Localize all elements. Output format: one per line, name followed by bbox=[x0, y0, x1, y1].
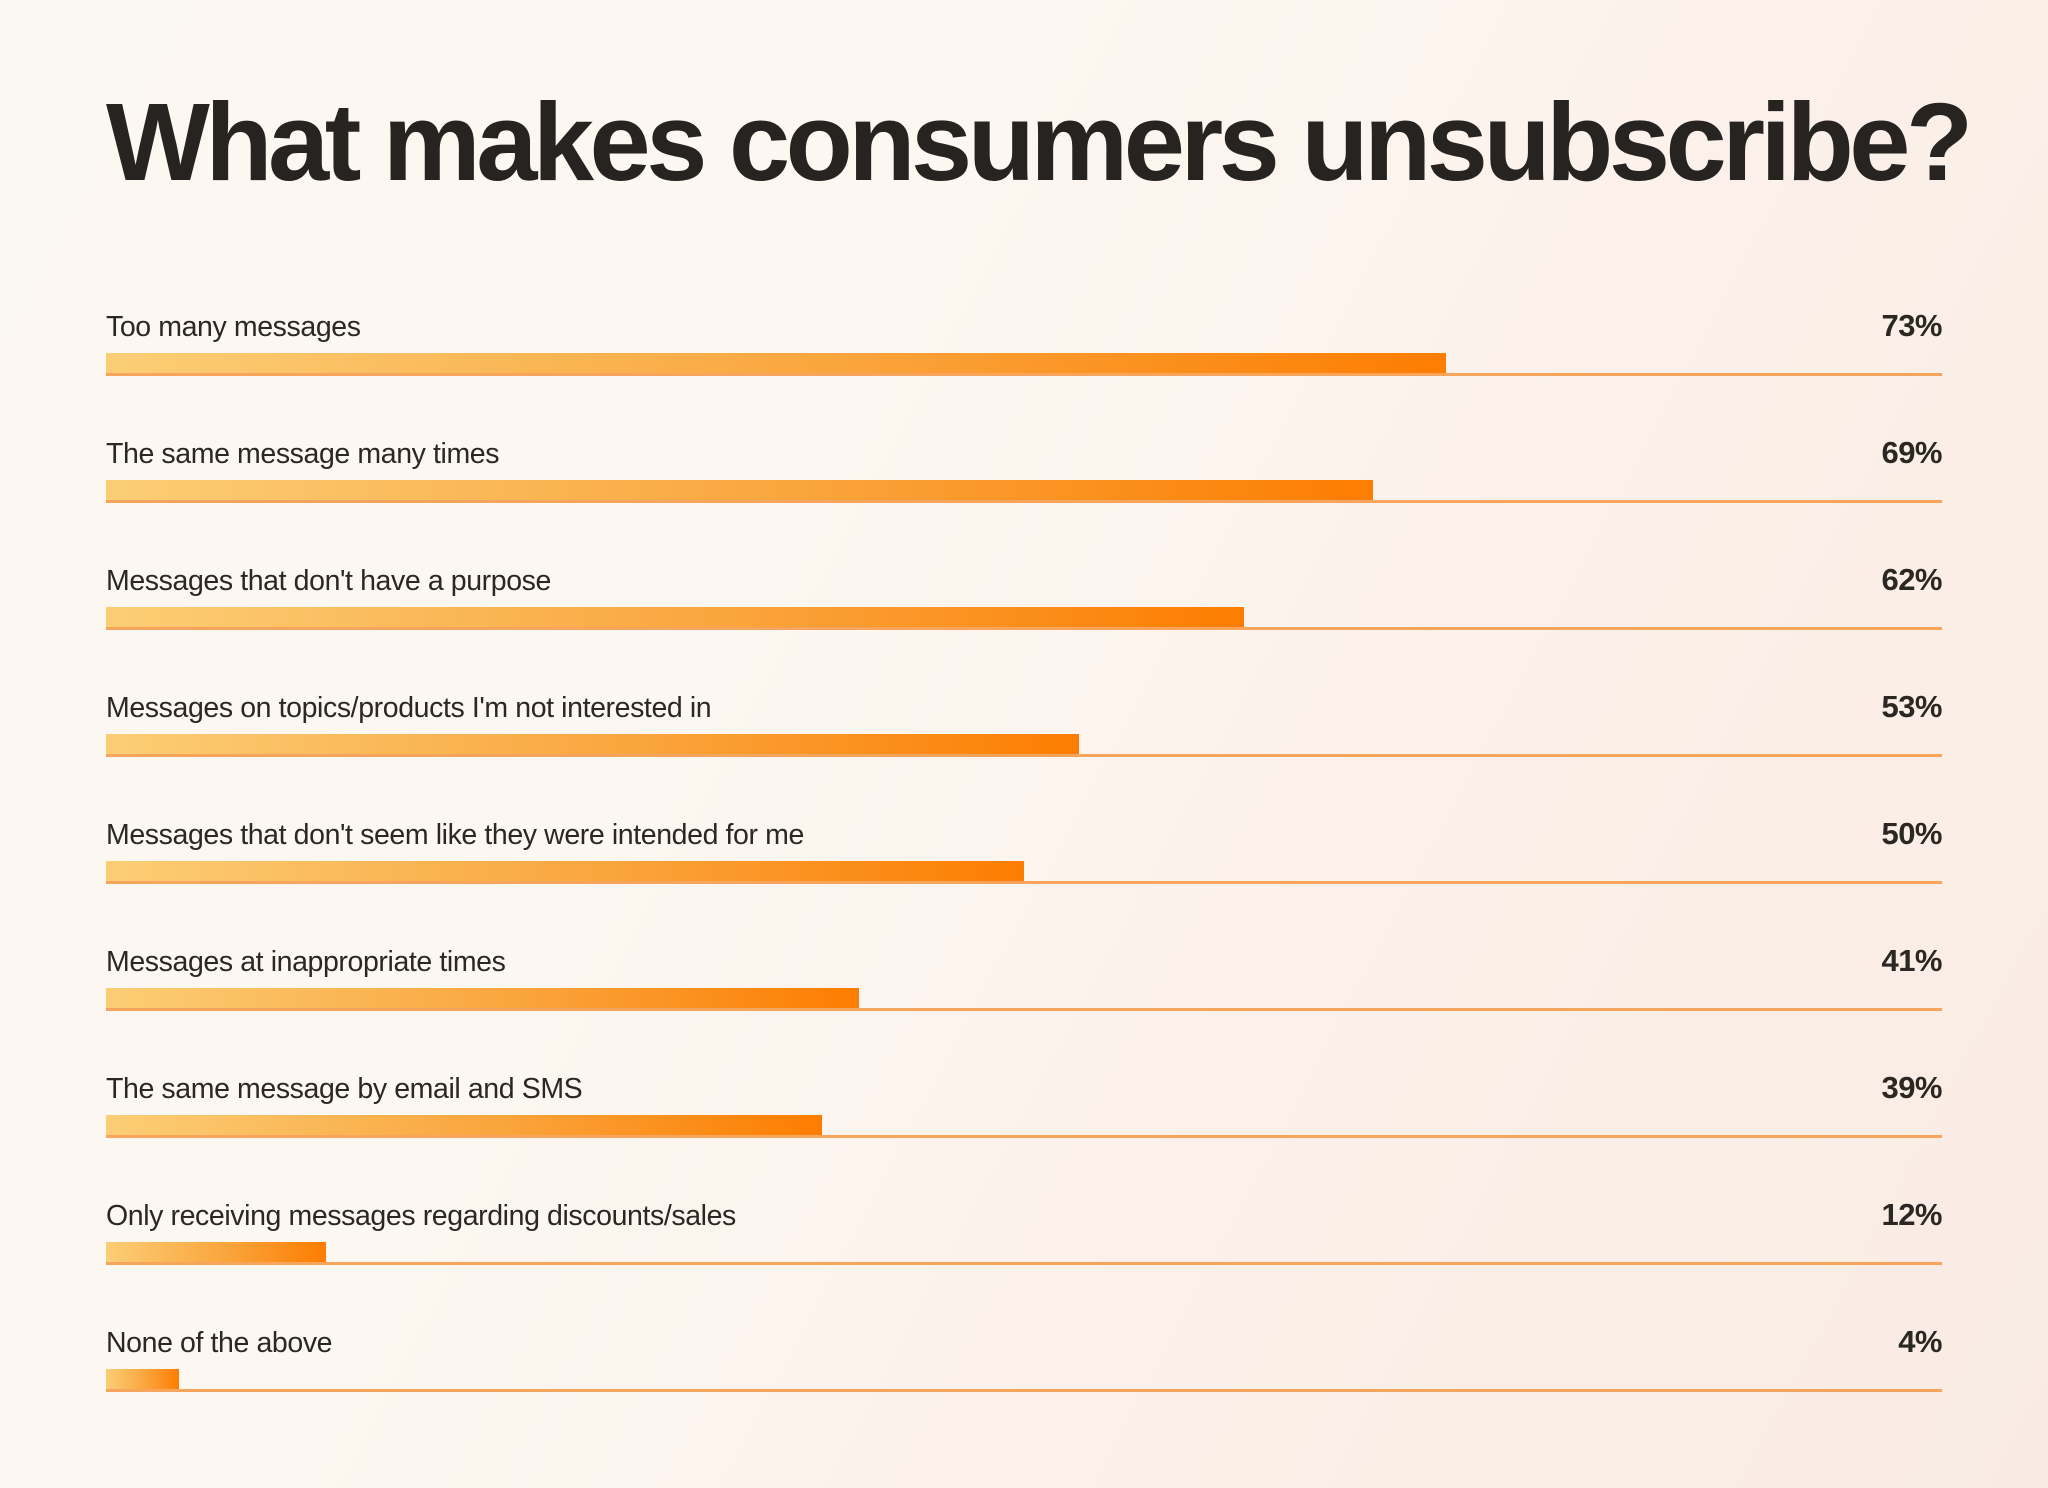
page-title: What makes consumers unsubscribe? bbox=[106, 81, 1973, 204]
category-label: Only receiving messages regarding discou… bbox=[106, 1199, 736, 1232]
value-label: 69% bbox=[1881, 434, 1942, 470]
category-label: Messages that don't seem like they were … bbox=[106, 818, 804, 851]
chart-row-head: The same message by email and SMS 39% bbox=[106, 1069, 1942, 1106]
bar-track bbox=[106, 733, 1942, 757]
chart-row: The same message many times 69% bbox=[106, 434, 1942, 503]
value-label: 73% bbox=[1881, 307, 1942, 343]
baseline-rule bbox=[106, 1134, 1942, 1138]
baseline-rule bbox=[106, 1388, 1942, 1392]
baseline-rule bbox=[106, 626, 1942, 630]
chart-row-head: Messages at inappropriate times 41% bbox=[106, 942, 1942, 979]
value-label: 12% bbox=[1881, 1196, 1942, 1232]
bar-track bbox=[106, 1114, 1942, 1138]
category-label: The same message many times bbox=[106, 437, 500, 470]
bar-track bbox=[106, 352, 1942, 376]
bar bbox=[106, 1368, 180, 1389]
bar-track bbox=[106, 1241, 1942, 1265]
chart-row-head: Messages that don't seem like they were … bbox=[106, 815, 1942, 852]
chart-row-head: The same message many times 69% bbox=[106, 434, 1942, 471]
bar bbox=[106, 1241, 327, 1262]
value-label: 50% bbox=[1881, 815, 1942, 851]
value-label: 39% bbox=[1881, 1069, 1942, 1105]
chart-row-head: Messages that don't have a purpose 62% bbox=[106, 561, 1942, 598]
bar bbox=[106, 606, 1245, 627]
bar-track bbox=[106, 606, 1942, 630]
chart-row-head: Only receiving messages regarding discou… bbox=[106, 1196, 1942, 1233]
chart-row: The same message by email and SMS 39% bbox=[106, 1069, 1942, 1138]
baseline-rule bbox=[106, 1261, 1942, 1265]
chart-row: Messages on topics/products I'm not inte… bbox=[106, 688, 1942, 757]
baseline-rule bbox=[106, 753, 1942, 757]
bar-track bbox=[106, 479, 1942, 503]
bar-track bbox=[106, 1368, 1942, 1392]
chart-row: None of the above 4% bbox=[106, 1323, 1942, 1392]
bar bbox=[106, 733, 1080, 754]
chart-row-head: Too many messages 73% bbox=[106, 307, 1942, 344]
category-label: The same message by email and SMS bbox=[106, 1072, 583, 1105]
bar-track bbox=[106, 987, 1942, 1011]
category-label: Messages on topics/products I'm not inte… bbox=[106, 691, 712, 724]
value-label: 53% bbox=[1881, 688, 1942, 724]
chart-row: Messages that don't have a purpose 62% bbox=[106, 561, 1942, 630]
value-label: 62% bbox=[1881, 561, 1942, 597]
category-label: Messages at inappropriate times bbox=[106, 945, 506, 978]
baseline-rule bbox=[106, 372, 1942, 376]
chart-row: Only receiving messages regarding discou… bbox=[106, 1196, 1942, 1265]
chart-row-head: None of the above 4% bbox=[106, 1323, 1942, 1360]
value-label: 41% bbox=[1881, 942, 1942, 978]
bar bbox=[106, 860, 1024, 881]
category-label: None of the above bbox=[106, 1326, 333, 1359]
category-label: Messages that don't have a purpose bbox=[106, 564, 551, 597]
baseline-rule bbox=[106, 1007, 1942, 1011]
value-label: 4% bbox=[1898, 1323, 1942, 1359]
baseline-rule bbox=[106, 499, 1942, 503]
bar bbox=[106, 479, 1373, 500]
chart-row: Messages that don't seem like they were … bbox=[106, 815, 1942, 884]
chart-row: Too many messages 73% bbox=[106, 307, 1942, 376]
bar-chart: Too many messages 73% The same message m… bbox=[106, 307, 1942, 1392]
bar bbox=[106, 987, 859, 1008]
baseline-rule bbox=[106, 880, 1942, 884]
bar-track bbox=[106, 860, 1942, 884]
chart-row-head: Messages on topics/products I'm not inte… bbox=[106, 688, 1942, 725]
bar bbox=[106, 1114, 823, 1135]
bar bbox=[106, 352, 1447, 373]
category-label: Too many messages bbox=[106, 310, 361, 343]
chart-row: Messages at inappropriate times 41% bbox=[106, 942, 1942, 1011]
